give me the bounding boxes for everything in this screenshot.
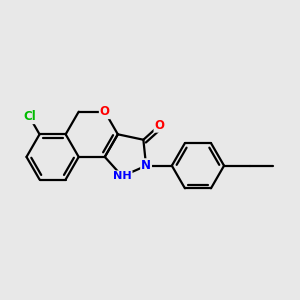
Text: O: O — [154, 119, 164, 132]
Text: Cl: Cl — [23, 110, 36, 123]
Text: N: N — [141, 159, 151, 172]
Text: O: O — [100, 105, 110, 118]
Text: NH: NH — [113, 171, 132, 181]
